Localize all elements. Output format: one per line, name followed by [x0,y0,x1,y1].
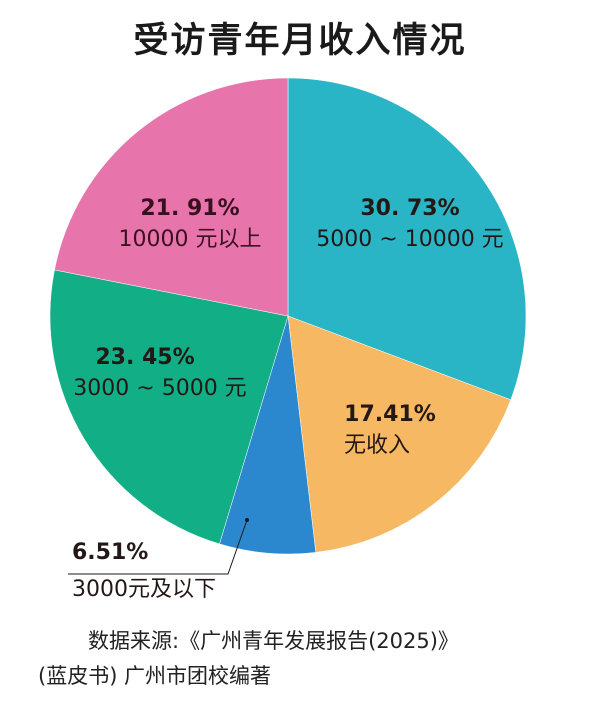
slice-no-income [287,315,512,553]
slice-percent: 30. 73% [360,196,460,221]
slice-category: 5000 ~ 10000 元 [316,227,504,252]
chart-title: 受访青年月收入情况 [133,21,467,61]
slice-label-over-10000: 21. 91% 10000 元以上 [100,194,280,256]
leader-line [68,519,248,575]
source-line-1: 数据来源:《广州青年发展报告(2025)》 [88,629,459,653]
slice-percent: 17.41% [344,402,436,427]
slice-label-3000-5000: 23. 45% 3000 ~ 5000 元 [60,343,260,405]
slice-5000-10000 [287,77,527,401]
slice-label-no-income: 17.41% 无收入 [330,400,450,462]
slice-percent: 6.51% [72,540,149,565]
slice-label-under-3000: 6.51% 3000元及以下 [72,538,216,606]
slice-category: 10000 元以上 [118,227,262,252]
source-line-2: (蓝皮书) 广州市团校编著 [38,664,272,688]
slice-category: 无收入 [344,433,411,458]
slice-over-10000 [54,77,289,317]
slice-category: 3000 ~ 5000 元 [73,376,247,401]
slice-3000-5000 [49,269,289,545]
slice-percent: 23. 45% [95,345,195,370]
slice-label-5000-10000: 30. 73% 5000 ~ 10000 元 [310,194,510,256]
slice-percent: 21. 91% [140,196,240,221]
slice-category: 3000元及以下 [72,577,216,602]
